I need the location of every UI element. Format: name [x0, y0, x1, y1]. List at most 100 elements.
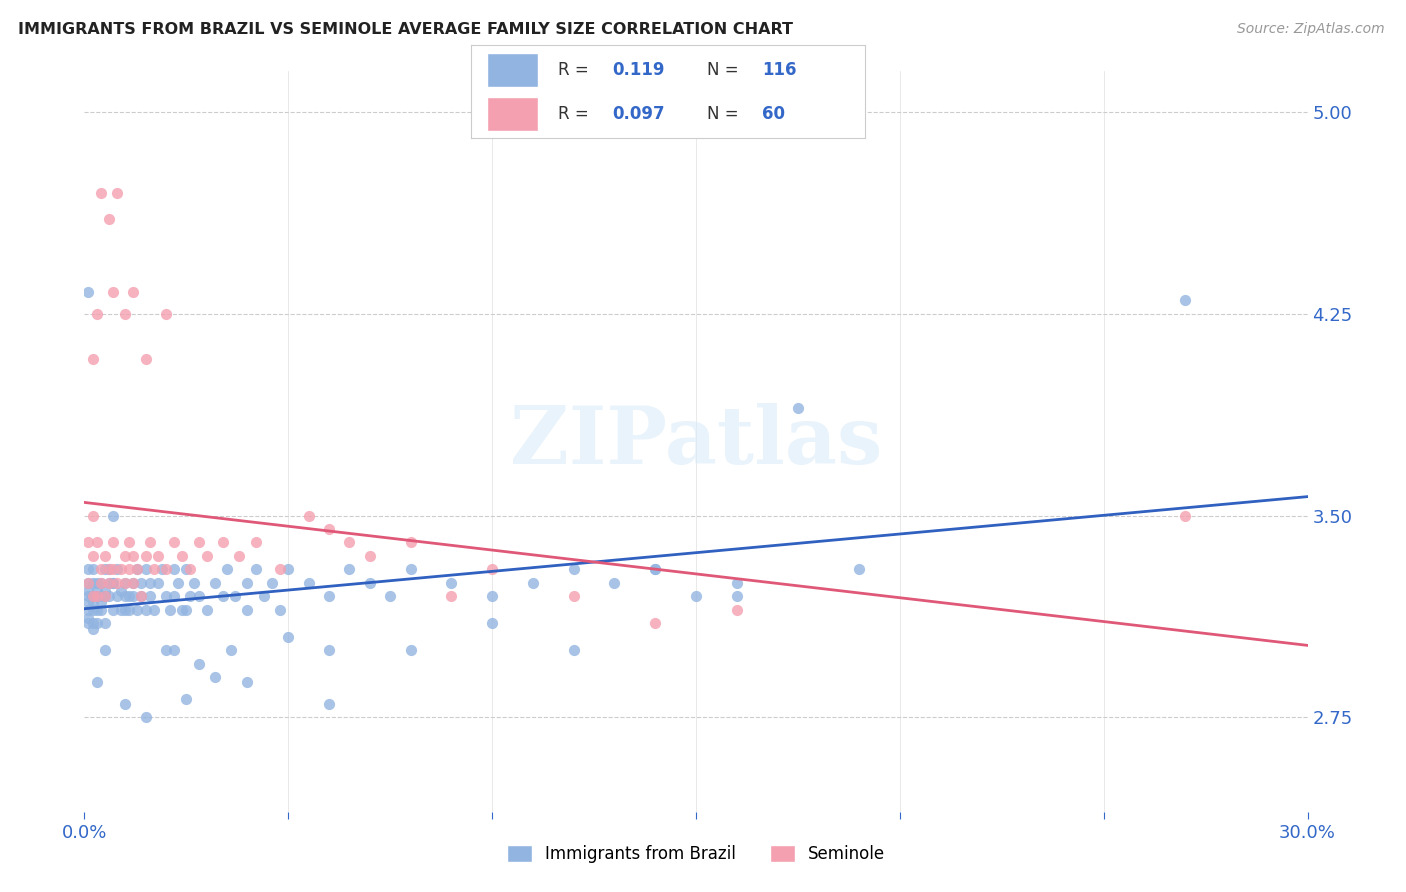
Point [135, 352, 157, 367]
Point [174, 603, 197, 617]
Point [298, 575, 321, 590]
Point [86, 590, 108, 604]
Point [93, 562, 115, 576]
Point [77, 616, 100, 631]
Point [77, 575, 100, 590]
Point [440, 575, 463, 590]
Point [481, 590, 503, 604]
Point [90, 186, 112, 200]
Point [114, 603, 136, 617]
Point [90, 595, 112, 609]
Point [131, 590, 153, 604]
Point [97, 212, 120, 227]
Point [179, 590, 201, 604]
Point [93, 584, 115, 599]
Point [183, 575, 205, 590]
Point [179, 562, 201, 576]
Point [118, 535, 141, 549]
Point [122, 575, 145, 590]
Point [101, 575, 124, 590]
Point [86, 535, 108, 549]
Point [224, 590, 246, 604]
Point [359, 575, 381, 590]
Point [97, 575, 120, 590]
Point [167, 575, 190, 590]
Point [159, 603, 181, 617]
Point [101, 535, 124, 549]
Point [131, 590, 153, 604]
Point [339, 535, 361, 549]
Point [86, 584, 108, 599]
Point [90, 603, 112, 617]
Text: IMMIGRANTS FROM BRAZIL VS SEMINOLE AVERAGE FAMILY SIZE CORRELATION CHART: IMMIGRANTS FROM BRAZIL VS SEMINOLE AVERA… [18, 22, 793, 37]
Point [163, 535, 186, 549]
Text: N =: N = [707, 61, 744, 78]
Point [172, 549, 194, 563]
Point [212, 535, 235, 549]
Point [114, 697, 136, 711]
Point [105, 575, 128, 590]
Point [82, 595, 104, 609]
Point [277, 562, 299, 576]
Point [787, 401, 810, 415]
Point [277, 630, 299, 644]
Point [110, 584, 132, 599]
Point [82, 590, 104, 604]
Point [204, 670, 226, 684]
Point [644, 616, 666, 631]
Point [245, 562, 267, 576]
Point [77, 611, 100, 625]
Point [644, 562, 666, 576]
Point [101, 562, 124, 576]
Point [114, 307, 136, 321]
Point [339, 562, 361, 576]
Point [245, 535, 267, 549]
Point [155, 562, 177, 576]
Point [93, 549, 115, 563]
Point [135, 549, 157, 563]
Point [90, 590, 112, 604]
Point [77, 562, 100, 576]
Point [163, 562, 186, 576]
Point [236, 603, 259, 617]
Point [105, 562, 128, 576]
Point [236, 575, 259, 590]
Point [97, 575, 120, 590]
Point [146, 549, 169, 563]
Point [77, 603, 100, 617]
Point [127, 562, 149, 576]
Point [82, 622, 104, 636]
Point [359, 549, 381, 563]
Point [399, 535, 422, 549]
Point [86, 575, 108, 590]
Point [195, 549, 218, 563]
Point [90, 575, 112, 590]
Point [562, 643, 585, 657]
Point [101, 285, 124, 299]
Point [110, 562, 132, 576]
Point [77, 584, 100, 599]
Text: Source: ZipAtlas.com: Source: ZipAtlas.com [1237, 22, 1385, 37]
Point [725, 575, 748, 590]
Point [187, 535, 209, 549]
Point [118, 562, 141, 576]
Point [82, 352, 104, 367]
Point [135, 562, 157, 576]
Point [163, 643, 186, 657]
Point [253, 590, 276, 604]
Text: N =: N = [707, 105, 744, 123]
Point [138, 575, 160, 590]
Text: ZIPatlas: ZIPatlas [510, 402, 882, 481]
Point [114, 549, 136, 563]
Point [101, 603, 124, 617]
Point [86, 307, 108, 321]
Point [82, 590, 104, 604]
Point [318, 697, 340, 711]
Point [77, 535, 100, 549]
Point [138, 590, 160, 604]
Point [174, 562, 197, 576]
Text: R =: R = [558, 105, 593, 123]
Point [135, 603, 157, 617]
Point [122, 575, 145, 590]
Point [318, 590, 340, 604]
